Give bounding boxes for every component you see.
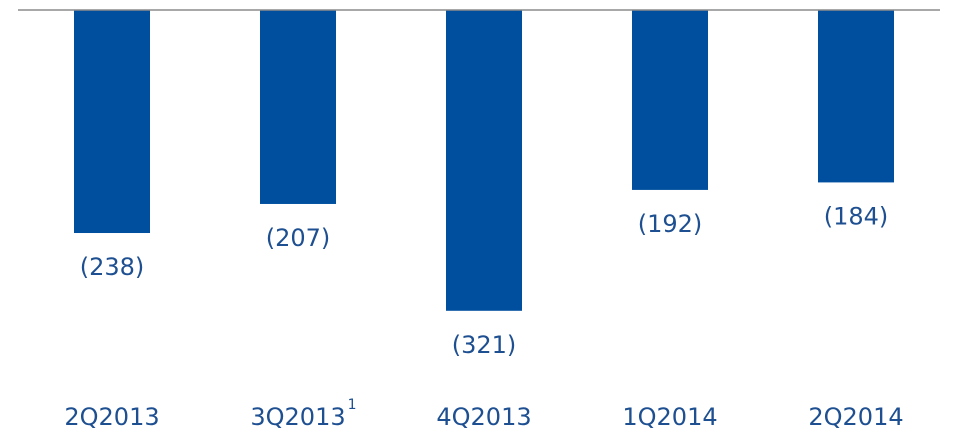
x-tick-label: 3Q2013 xyxy=(250,403,345,431)
x-tick-label: 4Q2013 xyxy=(436,403,531,431)
x-tick-label: 2Q2013 xyxy=(64,403,159,431)
bar xyxy=(74,10,150,234)
value-label: (321) xyxy=(452,331,517,359)
value-label: (192) xyxy=(638,210,703,238)
x-tick-label: 2Q2014 xyxy=(808,403,903,431)
bar xyxy=(818,10,894,183)
footnote-marker: 1 xyxy=(348,397,357,413)
value-label: (207) xyxy=(266,224,331,252)
value-label: (238) xyxy=(80,253,145,281)
bar xyxy=(260,10,336,204)
x-tick-label: 1Q2014 xyxy=(622,403,717,431)
bar xyxy=(446,10,522,311)
value-label: (184) xyxy=(824,202,889,230)
bar xyxy=(632,10,708,190)
